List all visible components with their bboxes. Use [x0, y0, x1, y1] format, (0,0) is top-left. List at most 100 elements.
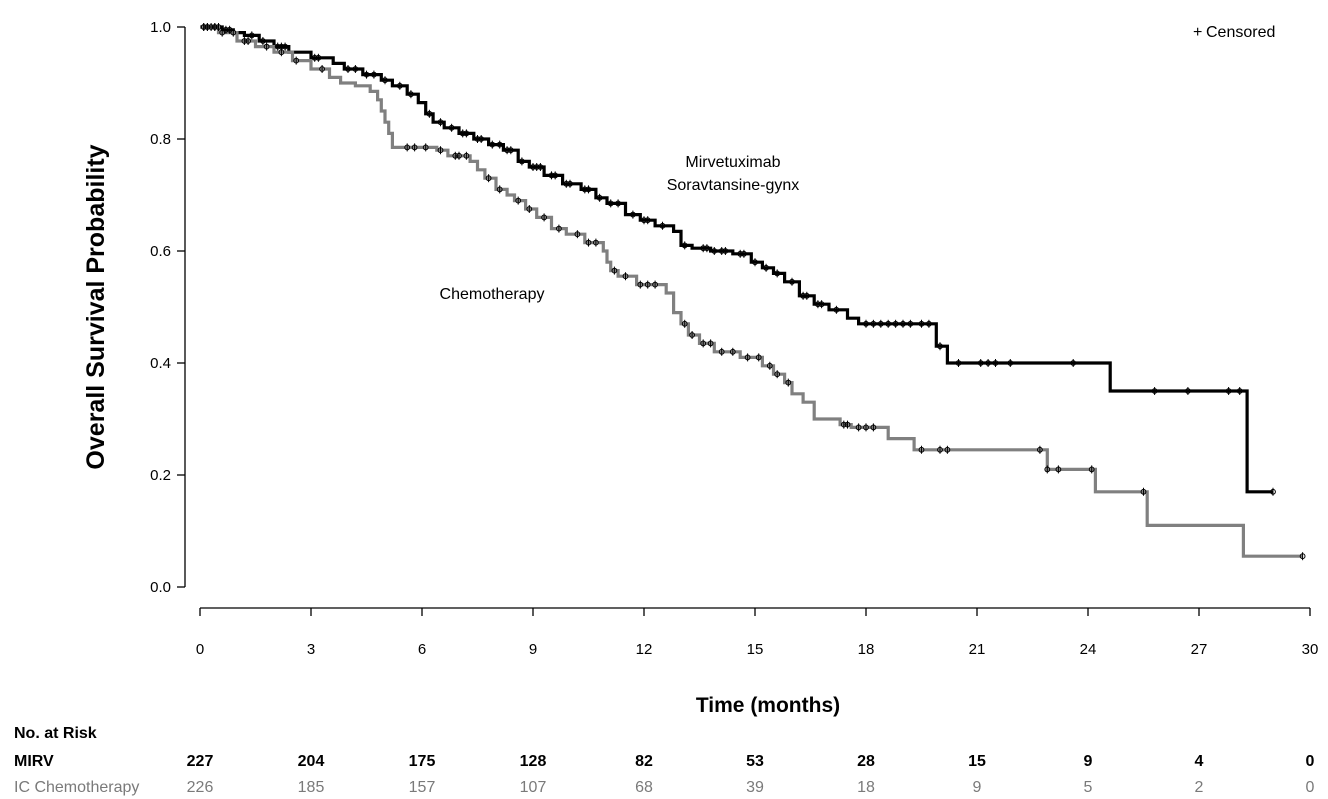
risk-row-label-mirv: MIRV [14, 753, 54, 770]
censor-mark [1299, 552, 1306, 561]
censor-mark-circle [219, 29, 226, 36]
risk-value-chemo: 68 [635, 779, 653, 796]
censor-mark [741, 249, 747, 258]
censor-mark [844, 420, 851, 429]
censor-mark [585, 185, 592, 194]
censor-mark [452, 151, 459, 160]
censor-mark-circle [496, 186, 503, 193]
series-layer [200, 25, 1303, 558]
censor-mark-circle [352, 66, 359, 72]
censor-mark [1088, 465, 1095, 474]
risk-value-mirv: 53 [746, 753, 764, 770]
y-axis-label: Overall Survival Probability [82, 144, 110, 469]
censor-mark-circle [245, 38, 252, 44]
censor-mark-circle [833, 306, 840, 313]
censor-mark [456, 151, 462, 160]
censor-mark-circle [744, 354, 751, 361]
risk-table-title: No. at Risk [14, 725, 97, 742]
censor-mark-circle [737, 250, 744, 257]
censor-mark-circle [755, 354, 762, 361]
censor-mark [1151, 387, 1158, 395]
censor-mark-circle [1070, 360, 1077, 366]
censor-mark [892, 319, 899, 328]
censor-mark-circle [637, 281, 644, 288]
legend-censored-marker: + [1193, 24, 1202, 41]
censor-mark-circle [204, 24, 211, 30]
censor-mark-circle [585, 239, 592, 246]
censor-mark [530, 163, 536, 171]
censor-mark-circle [426, 110, 433, 117]
censor-mark-circle [208, 24, 215, 30]
censor-mark [681, 319, 688, 328]
censor-mark [459, 129, 466, 138]
x-tick-label: 6 [418, 641, 426, 658]
censor-mark-circle [652, 281, 658, 288]
censor-mark [593, 238, 599, 247]
censor-mark [278, 48, 285, 57]
censor-mark-circle [789, 278, 795, 285]
censor-mark [659, 221, 666, 230]
censor-mark [789, 277, 795, 286]
censor-mark-circle [315, 54, 322, 61]
censor-mark [574, 230, 581, 239]
censor-mark-circle [711, 248, 718, 254]
risk-value-chemo: 2 [1195, 779, 1204, 796]
censor-mark-circle [456, 152, 462, 159]
risk-value-chemo: 107 [520, 779, 547, 796]
censor-mark-circle [718, 248, 725, 254]
censor-mark [611, 266, 618, 275]
censor-mark [870, 423, 877, 432]
censor-mark-circle [1185, 388, 1191, 394]
censor-mark [918, 445, 925, 454]
censor-mark [652, 280, 658, 289]
censor-mark [396, 81, 403, 90]
censor-mark-circle [766, 362, 773, 369]
censor-mark-circle [541, 214, 547, 221]
censor-mark [496, 140, 503, 149]
censor-mark-circle [1299, 553, 1306, 560]
risk-value-chemo: 0 [1306, 779, 1315, 796]
censor-mark-circle [937, 343, 943, 350]
risk-value-mirv: 0 [1306, 753, 1315, 770]
censor-mark-circle [840, 421, 847, 428]
censor-mark-circle [215, 24, 222, 30]
censor-mark [311, 53, 318, 62]
censor-mark [900, 319, 906, 328]
censor-mark-circle [1007, 360, 1014, 366]
censor-mark-circle [485, 175, 492, 182]
censor-mark [507, 146, 514, 155]
censor-mark-circle [659, 222, 666, 229]
censor-mark [263, 42, 270, 51]
y-tick-label: 0.8 [150, 131, 171, 148]
censor-mark [548, 171, 555, 180]
censor-mark-circle [892, 320, 899, 327]
risk-value-mirv: 227 [187, 753, 214, 770]
censor-mark-circle [463, 152, 470, 159]
y-axis: 0.0 0.2 0.4 0.6 0.8 1.0 [150, 19, 186, 596]
x-tick-label: 18 [858, 641, 875, 658]
censor-mark-circle [1151, 388, 1158, 394]
censor-mark [408, 90, 414, 99]
censor-mark [382, 76, 388, 85]
censor-mark-circle [1044, 466, 1051, 473]
censor-mark [437, 146, 444, 155]
censor-mark [596, 193, 603, 202]
censor-mark [226, 25, 233, 34]
censor-mark-circle [478, 136, 485, 142]
censor-mark-circle [700, 245, 707, 252]
censor-mark-circle [774, 270, 781, 277]
risk-value-chemo: 18 [857, 779, 875, 796]
censor-mark-circle [363, 71, 370, 78]
censor-mark [681, 241, 688, 250]
risk-value-mirv: 4 [1195, 753, 1204, 770]
censor-mark-circle [870, 320, 877, 327]
censor-mark [840, 420, 847, 429]
censor-mark [319, 65, 326, 73]
censor-mark [1185, 387, 1191, 395]
censor-mark-circle [526, 206, 533, 212]
censor-mark-circle [596, 194, 603, 201]
censor-mark-circle [263, 43, 270, 50]
censor-mark-circle [644, 217, 651, 224]
censor-mark-circle [581, 186, 588, 193]
censor-mark [219, 28, 226, 37]
